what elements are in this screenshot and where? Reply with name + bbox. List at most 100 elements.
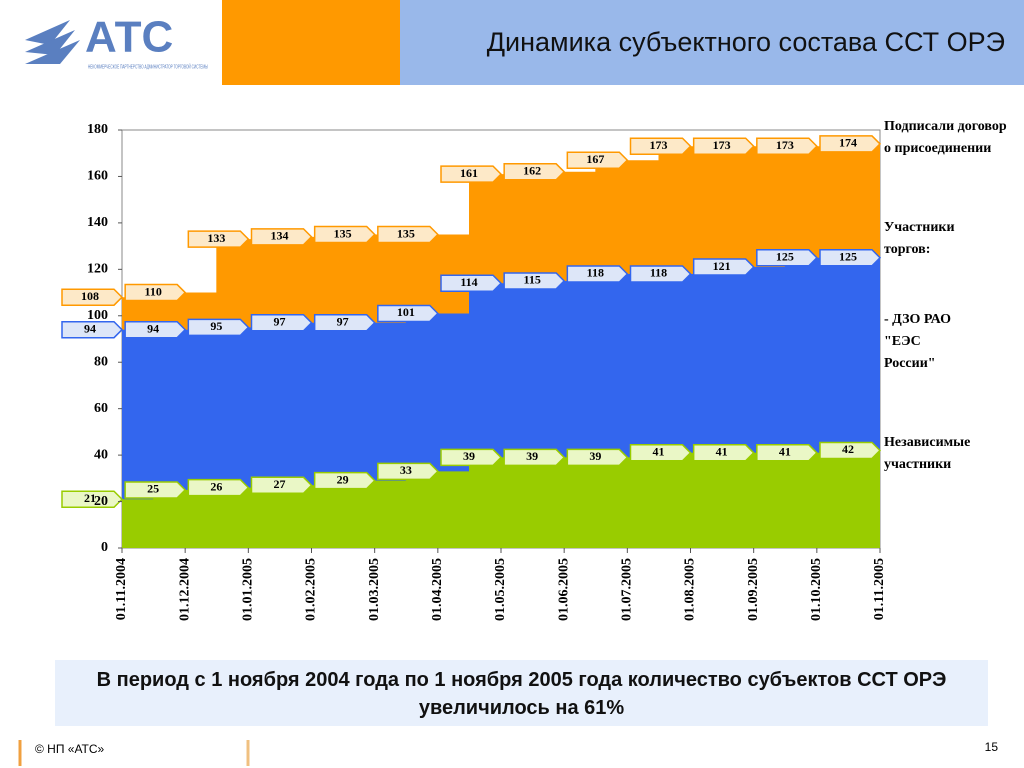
- callout: [124, 481, 187, 499]
- header-orange: [222, 0, 400, 85]
- data-label: 161: [460, 166, 478, 180]
- callout: [61, 288, 124, 306]
- data-label: 173: [650, 138, 668, 152]
- data-label: 167: [586, 152, 604, 166]
- callout: [313, 225, 376, 244]
- callout: [819, 135, 882, 153]
- y-tick-label: 160: [87, 169, 108, 184]
- callout: [566, 151, 629, 169]
- y-tick-label: 100: [87, 308, 108, 323]
- callout: [61, 320, 124, 339]
- summary-box: [55, 660, 988, 726]
- callout: [377, 462, 439, 481]
- callout: [124, 283, 187, 302]
- callout: [440, 165, 503, 183]
- data-label: 39: [526, 449, 538, 463]
- callout: [692, 444, 755, 462]
- data-label: 95: [210, 319, 222, 333]
- data-label: 174: [839, 136, 857, 150]
- x-tick-label: 01.01.2005: [241, 558, 256, 621]
- data-label: 41: [716, 445, 728, 459]
- y-tick-label: 60: [94, 401, 108, 416]
- data-label: 133: [207, 231, 225, 245]
- data-label: 97: [337, 314, 349, 328]
- logo-mark: [25, 20, 80, 64]
- data-label: 134: [271, 229, 289, 243]
- data-label: 162: [523, 164, 541, 178]
- callout: [250, 313, 313, 332]
- y-tick-label: 0: [101, 540, 108, 555]
- data-label: 42: [842, 442, 854, 456]
- callout: [819, 248, 882, 267]
- data-label: 118: [587, 266, 604, 280]
- x-tick-label: 01.10.2005: [809, 558, 824, 621]
- data-label: 94: [147, 321, 159, 335]
- x-tick-label: 01.06.2005: [556, 558, 571, 621]
- data-label: 41: [779, 445, 791, 459]
- data-label: 114: [460, 275, 477, 289]
- data-label: 39: [589, 449, 601, 463]
- callout: [566, 265, 629, 283]
- data-label: 125: [776, 249, 794, 263]
- data-label: 27: [274, 477, 286, 491]
- callout: [819, 441, 882, 460]
- x-tick-label: 01.12.2004: [177, 558, 192, 621]
- data-label: 41: [653, 445, 665, 459]
- summary: В период с 1 ноября 2004 года по 1 ноябр…: [96, 669, 947, 719]
- callout: [440, 274, 503, 293]
- callout: [377, 225, 439, 244]
- y-tick-label: 80: [94, 354, 108, 369]
- x-tick-label: 01.05.2005: [493, 558, 508, 621]
- x-tick-label: 01.03.2005: [367, 558, 382, 621]
- callout: [629, 444, 692, 462]
- callout: [250, 228, 313, 246]
- data-label: 115: [523, 273, 540, 287]
- x-tick-label: 01.02.2005: [304, 558, 319, 621]
- callout: [187, 318, 250, 337]
- copyright: © НП «АТС»: [35, 742, 105, 756]
- slide-title: Динамика субъектного состава ССТ ОРЭ: [487, 27, 1005, 57]
- data-label: 118: [650, 266, 667, 280]
- area: [122, 450, 880, 548]
- logo-subtitle: НЕКОММЕРЧЕСКОЕ ПАРТНЕРСТВО АДМИНИСТРАТОР…: [88, 62, 208, 70]
- data-label: 94: [84, 321, 96, 335]
- callout: [61, 490, 124, 508]
- callout: [503, 272, 566, 290]
- callout: [756, 248, 818, 267]
- page-number: 15: [985, 740, 999, 754]
- callout: [756, 137, 818, 156]
- data-label: 125: [839, 249, 857, 263]
- callout: [377, 304, 439, 323]
- y-tick-label: 20: [94, 494, 108, 509]
- data-label: 101: [397, 305, 415, 319]
- legend-label: Участники торгов:: [884, 220, 955, 257]
- data-label: 33: [400, 463, 412, 477]
- data-label: 26: [210, 479, 222, 493]
- data-label: 39: [463, 449, 475, 463]
- x-tick-label: 01.11.2005: [872, 558, 887, 620]
- callout: [629, 265, 692, 283]
- data-label: 121: [713, 259, 731, 273]
- x-tick-label: 01.09.2005: [746, 558, 761, 621]
- data-label: 110: [144, 284, 161, 298]
- data-label: 135: [397, 226, 415, 240]
- callout: [692, 258, 755, 276]
- x-tick-label: 01.11.2004: [114, 558, 129, 620]
- callout: [440, 448, 503, 467]
- callout: [187, 230, 250, 248]
- callout: [503, 163, 566, 181]
- logo: АТС: [85, 13, 173, 62]
- callout: [566, 448, 629, 467]
- data-label: 21: [84, 491, 96, 505]
- legend-label: - ДЗО РАО "ЕЭС России": [884, 312, 951, 371]
- data-label: 173: [776, 138, 794, 152]
- data-label: 25: [147, 482, 159, 496]
- callout: [313, 313, 376, 332]
- callout: [313, 471, 376, 490]
- callout: [187, 478, 250, 497]
- header-blue: [400, 0, 1024, 85]
- data-label: 97: [274, 314, 286, 328]
- legend-label: Независимые участники: [884, 435, 970, 472]
